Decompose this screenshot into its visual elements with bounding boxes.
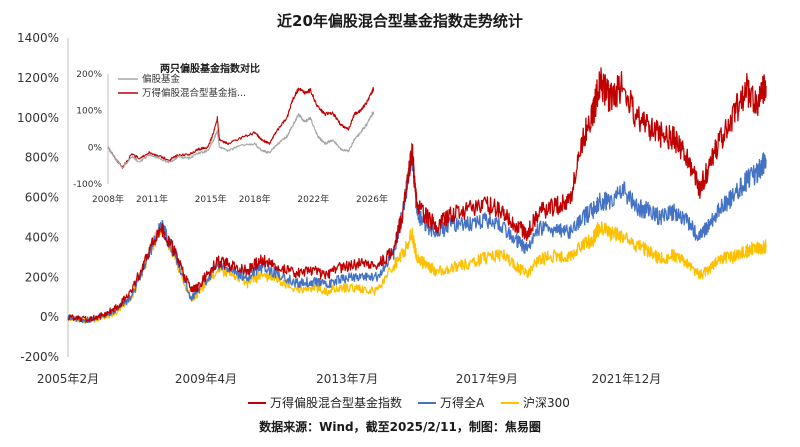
legend-label-2: 沪深300 (523, 396, 570, 410)
main-series-line-2 (67, 219, 767, 324)
inset-y-tick-label: -100% (73, 180, 102, 190)
main-y-tick-label: 400% (25, 230, 59, 244)
inset-chart: 两只偏股基金指数对比 偏股基金 万得偏股混合型基金指... 200% 100% 0%… (73, 62, 388, 205)
inset-x-tick-label: 2011年 (136, 193, 168, 205)
source-note: 数据来源：Wind，截至2025/2/11，制图：焦易圈 (259, 419, 541, 434)
main-x-tick-label: 2009年4月 (175, 372, 237, 386)
inset-x-tick-label: 2022年 (297, 193, 329, 205)
inset-x-tick-label: 2026年 (356, 193, 388, 205)
main-y-tick-label: 1400% (17, 31, 59, 45)
main-axes: -200% 0% 200% 400% 600% 800% 1000% 1200% 1400% 20… (17, 31, 661, 386)
inset-y-tick-label: 100% (76, 107, 102, 117)
inset-series-group (107, 86, 375, 169)
inset-chart-title: 两只偏股基金指数对比 (160, 62, 260, 75)
main-y-tick-label: -200% (20, 350, 59, 364)
legend-label-0: 万得偏股混合型基金指数 (270, 395, 402, 410)
inset-legend: 偏股基金 万得偏股混合型基金指... (118, 73, 246, 99)
main-x-tick-label: 2005年2月 (37, 372, 99, 386)
main-series-line-0 (67, 67, 767, 323)
chart-title: 近20年偏股混合型基金指数走势统计 (277, 12, 523, 30)
inset-x-tick-label: 2018年 (239, 193, 271, 205)
main-x-tick-label: 2017年9月 (456, 372, 518, 386)
main-series-group (67, 67, 767, 324)
main-y-tick-label: 1200% (17, 71, 59, 85)
main-legend: 万得偏股混合型基金指数 万得全A 沪深300 (248, 395, 570, 410)
inset-series-line-0 (107, 111, 375, 169)
inset-legend-label-1: 万得偏股混合型基金指... (142, 87, 246, 99)
main-y-tick-label: 600% (25, 191, 59, 205)
main-series-line-1 (67, 142, 767, 324)
inset-series-line-1 (107, 86, 375, 169)
legend-label-1: 万得全A (440, 395, 485, 410)
inset-x-tick-label: 2015年 (195, 193, 227, 205)
inset-legend-label-0: 偏股基金 (142, 73, 181, 85)
inset-axes: 200% 100% 0% -100% 2008年 2011年 2015年 2018年 2022年… (73, 70, 388, 205)
inset-y-tick-label: 200% (76, 70, 102, 80)
main-y-tick-label: 1000% (17, 111, 59, 125)
main-y-tick-label: 800% (25, 151, 59, 165)
main-x-tick-label: 2013年7月 (316, 372, 378, 386)
main-y-tick-label: 0% (40, 310, 59, 324)
main-x-tick-label: 2021年12月 (591, 372, 661, 386)
inset-y-tick-label: 0% (88, 143, 103, 153)
inset-x-tick-label: 2008年 (92, 193, 124, 205)
main-y-tick-label: 200% (25, 270, 59, 284)
